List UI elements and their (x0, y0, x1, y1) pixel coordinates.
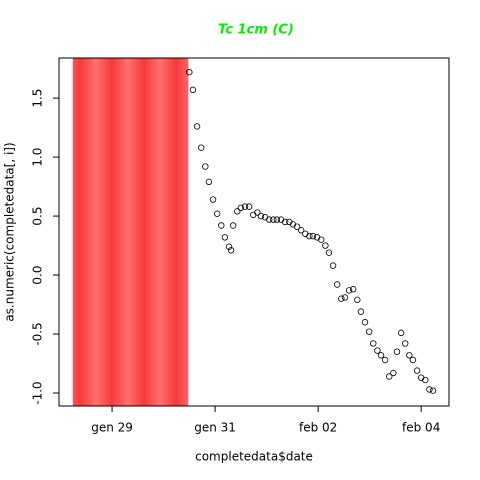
point (189, 86, 197, 94)
point (257, 212, 265, 220)
point (325, 249, 333, 256)
point (202, 163, 209, 170)
y-axis-label: as.numeric(completedata[, i]) (3, 142, 17, 321)
point (234, 208, 241, 215)
point (186, 68, 193, 76)
point (293, 223, 301, 230)
point (409, 356, 417, 364)
point (390, 369, 397, 377)
point (322, 242, 329, 249)
point (218, 222, 225, 229)
plot-frame (58, 57, 450, 407)
point (393, 348, 401, 355)
point (402, 340, 409, 347)
point (338, 295, 345, 302)
y-tick-label: -1.0 (31, 381, 45, 404)
point (270, 216, 277, 223)
point (334, 281, 341, 288)
x-tick-label: gen 29 (91, 421, 133, 435)
x-axis-label: completedata$date (195, 450, 313, 464)
point (345, 287, 353, 294)
point (297, 227, 305, 234)
y-tick-label: 1.5 (31, 89, 45, 108)
x-tick-label: gen 31 (194, 421, 236, 435)
point (245, 203, 253, 210)
point (429, 387, 437, 394)
point (213, 210, 221, 217)
point (361, 319, 369, 326)
point (413, 367, 421, 374)
point (193, 123, 201, 130)
point (309, 232, 317, 240)
chart-title: Tc 1cm (C) (218, 23, 294, 38)
point (197, 144, 205, 151)
point (281, 218, 289, 226)
x-tick-label: feb 04 (402, 421, 440, 435)
point (254, 209, 261, 216)
point (229, 222, 237, 229)
point (354, 296, 361, 304)
point (341, 294, 349, 301)
point (381, 356, 389, 364)
point (318, 236, 325, 243)
point (221, 234, 229, 241)
point (377, 352, 385, 359)
point (406, 352, 413, 359)
point (397, 329, 405, 337)
point (273, 216, 281, 223)
point (357, 308, 365, 315)
x-tick-label: feb 02 (299, 421, 337, 435)
point (241, 203, 249, 210)
y-tick-label: 1.0 (31, 148, 45, 167)
point (205, 178, 213, 186)
y-tick-label: 0.0 (31, 266, 45, 285)
point (386, 373, 393, 380)
point (349, 286, 357, 293)
point (422, 376, 429, 384)
point (329, 262, 337, 269)
point (227, 247, 235, 254)
point (370, 340, 377, 347)
y-tick-label: 0.5 (31, 207, 45, 226)
point (265, 216, 273, 223)
point (237, 204, 245, 212)
y-tick-label: -0.5 (31, 322, 45, 345)
point (374, 347, 381, 354)
point (209, 196, 217, 203)
point (426, 386, 433, 393)
point (365, 328, 373, 335)
point (306, 232, 313, 240)
shaded-region (72, 58, 189, 406)
point (225, 243, 233, 250)
